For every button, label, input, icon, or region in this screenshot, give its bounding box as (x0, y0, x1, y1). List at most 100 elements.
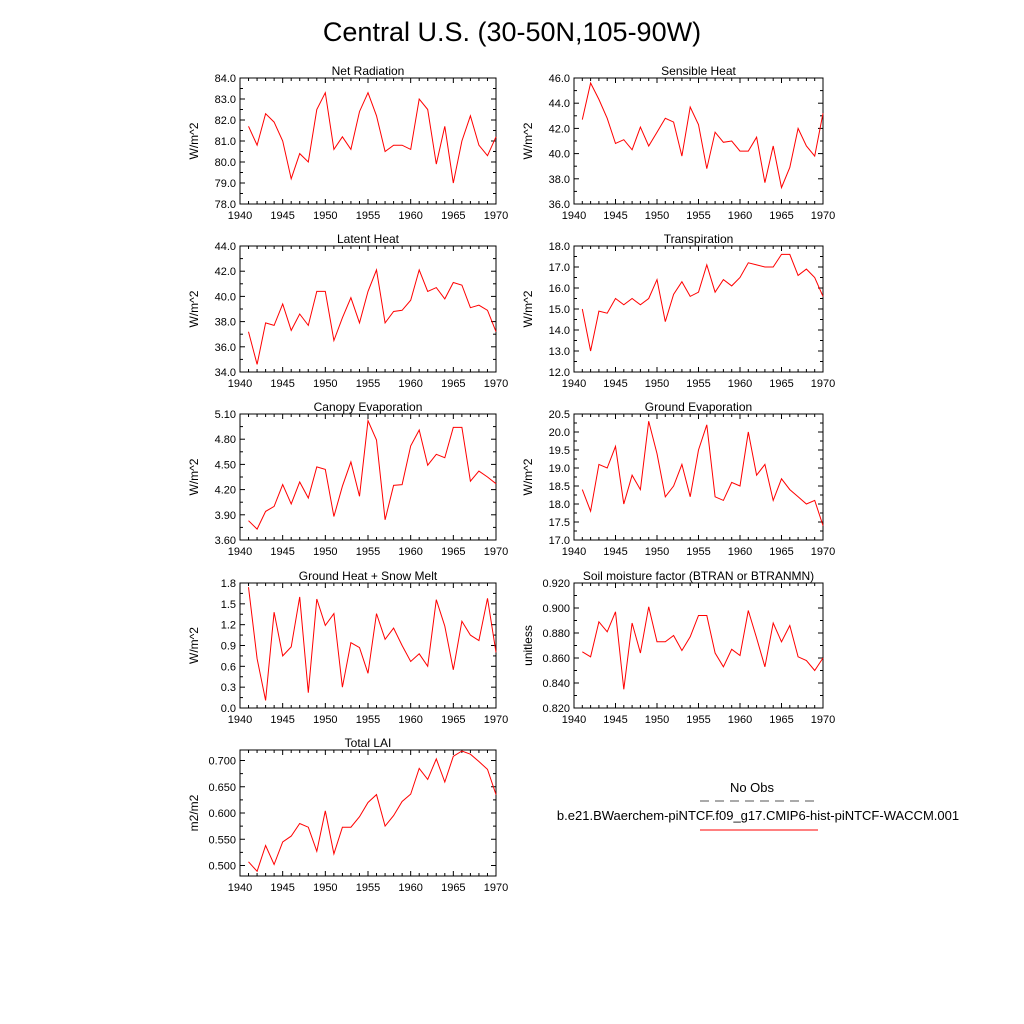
x-tick-label: 1950 (645, 546, 669, 558)
x-tick-label: 1945 (603, 378, 627, 390)
x-tick-label: 1945 (270, 882, 294, 894)
y-tick-label: 44.0 (215, 241, 236, 253)
plot-frame (239, 749, 497, 877)
legend-model-label: b.e21.BWaerchem-piNTCF.f09_g17.CMIP6-his… (557, 808, 959, 823)
y-tick-label: 0.880 (542, 628, 570, 640)
y-tick-label: 38.0 (215, 317, 236, 329)
x-tick-label: 1955 (686, 210, 710, 222)
y-tick-label: 42.0 (549, 123, 570, 135)
series-line (248, 91, 497, 184)
x-tick-label: 1955 (356, 714, 380, 726)
y-tick-label: 19.5 (549, 445, 570, 457)
y-tick-label: 13.0 (549, 346, 570, 358)
y-axis-label: unitless (521, 625, 535, 666)
y-tick-label: 0.500 (208, 861, 236, 873)
x-tick-label: 1955 (686, 378, 710, 390)
x-tick-label: 1965 (441, 714, 465, 726)
panel-title: Total LAI (345, 736, 392, 750)
y-tick-label: 12.0 (549, 367, 570, 379)
y-axis-label: W/m^2 (521, 290, 535, 327)
y-tick-label: 0.6 (221, 661, 236, 673)
x-tick-label: 1970 (811, 210, 835, 222)
y-tick-label: 36.0 (215, 342, 236, 354)
chart-panel: Net Radiation 1940 1945 1950 1955 1960 1965 197… (187, 64, 508, 222)
x-tick-label: 1945 (603, 546, 627, 558)
x-tick-label: 1960 (398, 378, 422, 390)
x-tick-label: 1940 (562, 546, 586, 558)
x-tick-label: 1950 (313, 210, 337, 222)
y-tick-label: 15.0 (549, 304, 570, 316)
x-tick-label: 1945 (603, 210, 627, 222)
y-tick-label: 1.8 (221, 578, 236, 590)
x-tick-label: 1970 (811, 378, 835, 390)
y-tick-label: 84.0 (215, 73, 236, 85)
y-tick-label: 44.0 (549, 98, 570, 110)
x-tick-label: 1970 (484, 882, 508, 894)
x-tick-label: 1950 (313, 546, 337, 558)
y-tick-label: 0.860 (542, 653, 570, 665)
x-tick-label: 1945 (270, 378, 294, 390)
x-tick-label: 1955 (686, 546, 710, 558)
y-tick-label: 4.50 (215, 459, 236, 471)
x-tick-label: 1960 (398, 882, 422, 894)
y-tick-label: 0.820 (542, 703, 570, 715)
y-tick-label: 83.0 (215, 94, 236, 106)
series-line (582, 606, 824, 690)
x-tick-label: 1940 (228, 378, 252, 390)
x-tick-label: 1950 (313, 378, 337, 390)
series-line (248, 418, 497, 530)
x-tick-label: 1965 (769, 714, 793, 726)
page-title: Central U.S. (30-50N,105-90W) (323, 17, 701, 47)
chart-panel: Soil moisture factor (BTRAN or BTRANMN) 1… (521, 569, 835, 726)
y-tick-label: 20.5 (549, 409, 570, 421)
y-tick-label: 0.9 (221, 641, 236, 653)
panel-title: Latent Heat (337, 232, 400, 246)
x-tick-label: 1955 (356, 210, 380, 222)
x-tick-label: 1940 (228, 546, 252, 558)
panel-title: Soil moisture factor (BTRAN or BTRANMN) (583, 569, 814, 583)
x-tick-label: 1965 (441, 546, 465, 558)
x-tick-label: 1955 (356, 882, 380, 894)
y-axis-label: W/m^2 (187, 290, 201, 327)
x-tick-label: 1960 (728, 546, 752, 558)
series-line (248, 587, 497, 701)
y-tick-label: 3.60 (215, 535, 236, 547)
y-tick-label: 16.0 (549, 283, 570, 295)
x-tick-label: 1960 (728, 714, 752, 726)
y-tick-label: 0.920 (542, 578, 570, 590)
x-tick-label: 1945 (270, 714, 294, 726)
y-tick-label: 1.2 (221, 620, 236, 632)
chart-panel: Transpiration 1940 1945 1950 1955 1960 1965 197… (521, 232, 835, 390)
panel-title: Ground Heat + Snow Melt (299, 569, 438, 583)
panel-title: Transpiration (664, 232, 734, 246)
x-tick-label: 1950 (313, 714, 337, 726)
x-tick-label: 1970 (484, 714, 508, 726)
y-tick-label: 36.0 (549, 199, 570, 211)
panel-title: Sensible Heat (661, 64, 736, 78)
y-axis-label: m2/m2 (187, 794, 201, 831)
y-axis-label: W/m^2 (187, 458, 201, 495)
y-tick-label: 79.0 (215, 178, 236, 190)
x-tick-label: 1940 (562, 714, 586, 726)
y-tick-label: 40.0 (215, 291, 236, 303)
y-tick-label: 0.550 (208, 834, 236, 846)
x-tick-label: 1955 (356, 378, 380, 390)
x-tick-label: 1945 (270, 210, 294, 222)
x-tick-label: 1940 (228, 882, 252, 894)
x-tick-label: 1970 (811, 714, 835, 726)
y-tick-label: 18.5 (549, 481, 570, 493)
x-tick-label: 1945 (270, 546, 294, 558)
x-tick-label: 1950 (645, 210, 669, 222)
y-tick-label: 78.0 (215, 199, 236, 211)
plot-frame (573, 77, 824, 205)
y-tick-label: 4.20 (215, 485, 236, 497)
chart-panel: Canopy Evaporation 1940 1945 1950 1955 1960 19… (187, 400, 508, 558)
y-tick-label: 34.0 (215, 367, 236, 379)
panel-title: Canopy Evaporation (314, 400, 423, 414)
series-line (581, 421, 824, 526)
y-tick-label: 18.0 (549, 499, 570, 511)
x-tick-label: 1940 (562, 210, 586, 222)
x-tick-label: 1950 (313, 882, 337, 894)
chart-panels: Net Radiation 1940 1945 1950 1955 1960 1965 197… (187, 64, 835, 894)
y-tick-label: 0.840 (542, 678, 570, 690)
